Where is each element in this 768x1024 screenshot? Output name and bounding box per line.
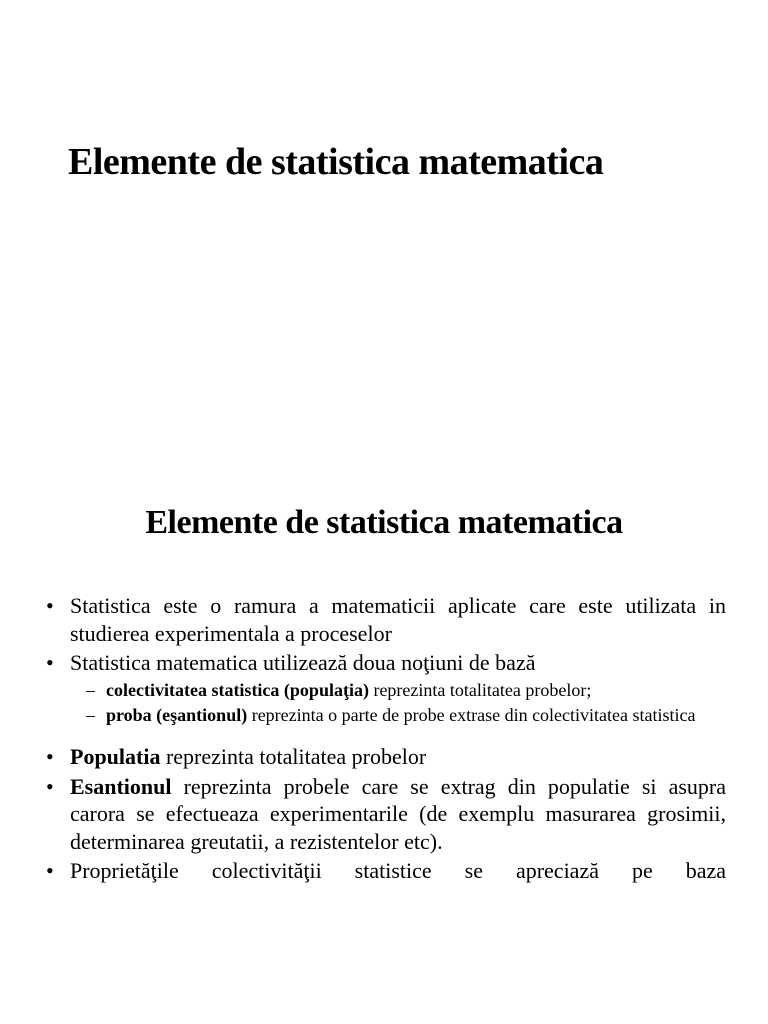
bullet-item: • Proprietăţile colectivităţii statistic…	[42, 857, 726, 885]
bullet-item: • Statistica matematica utilizează doua …	[42, 649, 726, 677]
sub-bullet-text: colectivitatea statistica (populaţia) re…	[106, 679, 726, 702]
sub-bullet-text: proba (eşantionul) reprezinta o parte de…	[106, 704, 726, 727]
bullet-text: Esantionul reprezinta probele care se ex…	[70, 773, 726, 856]
bullet-item: • Statistica este o ramura a matematicii…	[42, 592, 726, 647]
document-page: Elemente de statistica matematica Elemen…	[0, 0, 768, 885]
bullet-marker: •	[42, 649, 70, 677]
bullet-text: Statistica este o ramura a matematicii a…	[70, 592, 726, 647]
bullet-text: Populatia reprezinta totalitatea probelo…	[70, 743, 726, 771]
spacer	[42, 729, 726, 743]
main-title: Elemente de statistica matematica	[0, 0, 768, 184]
content-area: • Statistica este o ramura a matematicii…	[0, 542, 768, 885]
bullet-item: • Populatia reprezinta totalitatea probe…	[42, 743, 726, 771]
bullet-marker: •	[42, 743, 70, 771]
sub-bullet-marker: –	[86, 679, 106, 702]
bullet-item: • Esantionul reprezinta probele care se …	[42, 773, 726, 856]
sub-title: Elemente de statistica matematica	[0, 184, 768, 542]
sub-bullet-marker: –	[86, 704, 106, 727]
sub-bullet-item: – colectivitatea statistica (populaţia) …	[42, 679, 726, 702]
bullet-marker: •	[42, 857, 70, 885]
sub-bullet-item: – proba (eşantionul) reprezinta o parte …	[42, 704, 726, 727]
bullet-marker: •	[42, 592, 70, 647]
bullet-text: Proprietăţile colectivităţii statistice …	[70, 857, 726, 885]
bullet-marker: •	[42, 773, 70, 856]
bullet-text: Statistica matematica utilizează doua no…	[70, 649, 726, 677]
